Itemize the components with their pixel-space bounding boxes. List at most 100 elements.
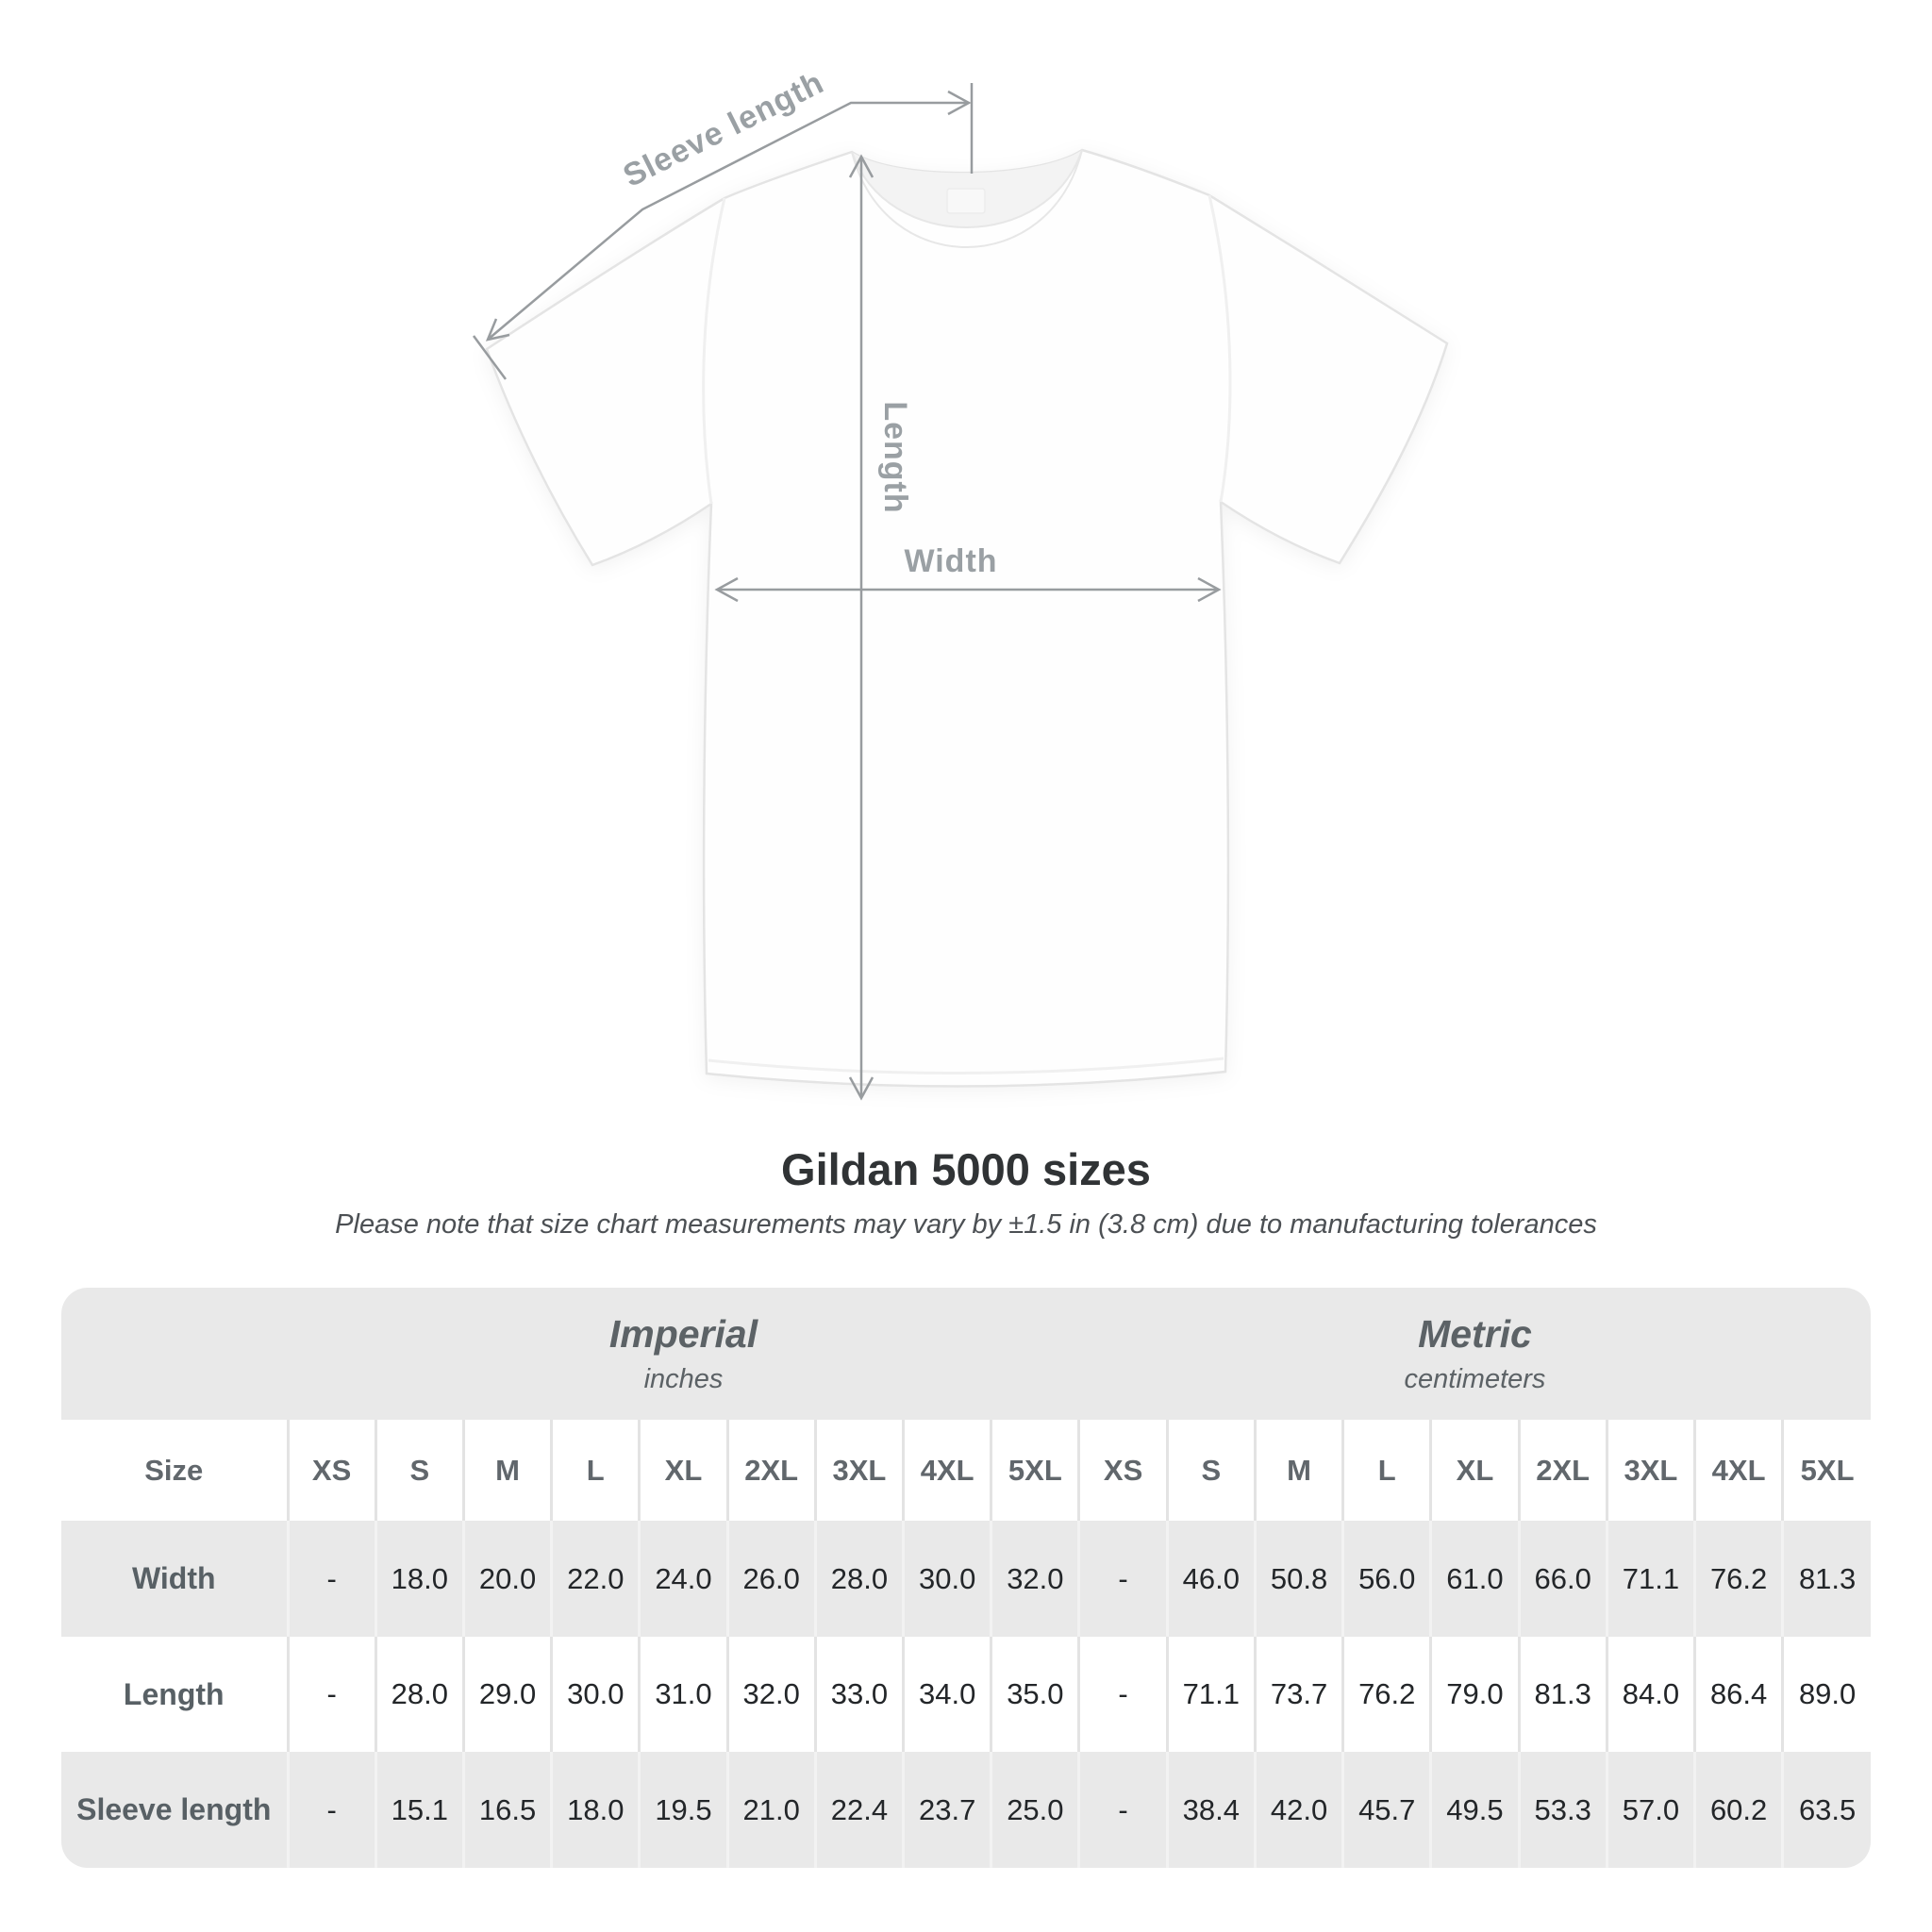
left-armhole-seam bbox=[702, 197, 726, 505]
unit-header-row: Imperial inches Metric centimeters bbox=[61, 1288, 1871, 1420]
table-cell: - bbox=[1077, 1752, 1168, 1868]
col-header-imperial-m: M bbox=[461, 1420, 552, 1521]
table-cell: 34.0 bbox=[902, 1637, 991, 1752]
imperial-label: Imperial bbox=[608, 1312, 758, 1356]
table-cell: 81.3 bbox=[1781, 1521, 1871, 1637]
table-cell: 29.0 bbox=[461, 1637, 552, 1752]
col-header-metric-3xl: 3XL bbox=[1605, 1420, 1695, 1521]
table-cell: 30.0 bbox=[550, 1637, 640, 1752]
size-column-header: Size bbox=[144, 1453, 204, 1487]
table-cell: 56.0 bbox=[1341, 1521, 1431, 1637]
sleeve-length-row: Sleeve length - 15.1 16.5 18.0 19.5 21.0… bbox=[61, 1752, 1871, 1868]
table-cell: 19.5 bbox=[638, 1752, 728, 1868]
table-cell: 50.8 bbox=[1253, 1521, 1343, 1637]
table-cell: 42.0 bbox=[1253, 1752, 1343, 1868]
table-cell: 66.0 bbox=[1517, 1521, 1607, 1637]
col-header-metric-m: M bbox=[1253, 1420, 1343, 1521]
col-header-metric-l: L bbox=[1341, 1420, 1431, 1521]
table-cell: 57.0 bbox=[1605, 1752, 1695, 1868]
table-cell: 28.0 bbox=[813, 1521, 904, 1637]
table-cell: 71.1 bbox=[1165, 1637, 1256, 1752]
table-cell: 22.0 bbox=[550, 1521, 640, 1637]
table-cell: 35.0 bbox=[990, 1637, 1079, 1752]
table-cell: 20.0 bbox=[461, 1521, 552, 1637]
table-cell: 76.2 bbox=[1692, 1521, 1783, 1637]
tshirt-graphic bbox=[485, 148, 1449, 1088]
table-cell: 73.7 bbox=[1253, 1637, 1343, 1752]
tshirt-measurement-diagram: Sleeve length Length Width bbox=[472, 64, 1449, 1101]
table-cell: 16.5 bbox=[461, 1752, 552, 1868]
table-cell: 25.0 bbox=[990, 1752, 1079, 1868]
table-cell: 32.0 bbox=[725, 1637, 816, 1752]
tolerance-note: Please note that size chart measurements… bbox=[335, 1209, 1597, 1240]
length-annotation: Length bbox=[848, 154, 913, 1101]
table-cell: - bbox=[1077, 1637, 1168, 1752]
size-table: Imperial inches Metric centimeters Size … bbox=[61, 1288, 1871, 1868]
table-cell: 71.1 bbox=[1605, 1521, 1695, 1637]
col-header-imperial-5xl: 5XL bbox=[990, 1420, 1079, 1521]
table-cell: 31.0 bbox=[638, 1637, 728, 1752]
col-header-metric-4xl: 4XL bbox=[1692, 1420, 1783, 1521]
col-header-metric-s: S bbox=[1165, 1420, 1256, 1521]
col-header-metric-2xl: 2XL bbox=[1517, 1420, 1607, 1521]
table-cell: 79.0 bbox=[1429, 1637, 1520, 1752]
col-header-metric-5xl: 5XL bbox=[1781, 1420, 1871, 1521]
table-row-label: Length bbox=[123, 1676, 225, 1711]
table-cell: 23.7 bbox=[902, 1752, 991, 1868]
table-cell: 60.2 bbox=[1692, 1752, 1783, 1868]
table-cell: - bbox=[286, 1521, 376, 1637]
table-cell: 76.2 bbox=[1341, 1637, 1431, 1752]
length-label: Length bbox=[877, 401, 913, 513]
imperial-unit: inches bbox=[643, 1364, 724, 1394]
size-header-row: Size XS S M L XL 2XL 3XL 4XL 5XL XS S M … bbox=[61, 1420, 1871, 1521]
metric-group-header: Metric centimeters bbox=[1079, 1288, 1871, 1420]
hem-seam bbox=[708, 1057, 1224, 1074]
neck-label bbox=[946, 188, 986, 214]
col-header-metric-xl: XL bbox=[1429, 1420, 1520, 1521]
col-header-imperial-2xl: 2XL bbox=[725, 1420, 816, 1521]
table-cell: - bbox=[286, 1752, 376, 1868]
width-label: Width bbox=[904, 543, 997, 579]
table-cell: 28.0 bbox=[374, 1637, 464, 1752]
collar-inner-seam bbox=[851, 149, 1083, 228]
table-cell: 15.1 bbox=[374, 1752, 464, 1868]
table-cell: 45.7 bbox=[1341, 1752, 1431, 1868]
table-cell: 38.4 bbox=[1165, 1752, 1256, 1868]
table-cell: 46.0 bbox=[1165, 1521, 1256, 1637]
width-annotation: Width bbox=[714, 543, 1222, 603]
table-cell: 32.0 bbox=[990, 1521, 1079, 1637]
size-table-container: Imperial inches Metric centimeters Size … bbox=[61, 1288, 1871, 1868]
table-cell: 84.0 bbox=[1605, 1637, 1695, 1752]
table-cell: 86.4 bbox=[1692, 1637, 1783, 1752]
table-cell: 63.5 bbox=[1781, 1752, 1871, 1868]
col-header-imperial-xl: XL bbox=[638, 1420, 728, 1521]
table-cell: 53.3 bbox=[1517, 1752, 1607, 1868]
table-cell: 26.0 bbox=[725, 1521, 816, 1637]
table-cell: 33.0 bbox=[813, 1637, 904, 1752]
length-row: Length - 28.0 29.0 30.0 31.0 32.0 33.0 3… bbox=[61, 1637, 1871, 1752]
col-header-imperial-l: L bbox=[550, 1420, 640, 1521]
table-cell: 61.0 bbox=[1429, 1521, 1520, 1637]
col-header-imperial-4xl: 4XL bbox=[902, 1420, 991, 1521]
chart-header: Gildan 5000 sizes Please note that size … bbox=[0, 1144, 1932, 1241]
unit-header-spacer bbox=[61, 1288, 288, 1420]
table-cell: 30.0 bbox=[902, 1521, 991, 1637]
metric-unit: centimeters bbox=[1404, 1364, 1546, 1394]
table-cell: 89.0 bbox=[1781, 1637, 1871, 1752]
width-row: Width - 18.0 20.0 22.0 24.0 26.0 28.0 30… bbox=[61, 1521, 1871, 1637]
table-cell: - bbox=[286, 1637, 376, 1752]
table-row-label: Sleeve length bbox=[76, 1792, 272, 1826]
table-cell: 24.0 bbox=[638, 1521, 728, 1637]
table-cell: 49.5 bbox=[1429, 1752, 1520, 1868]
imperial-group-header: Imperial inches bbox=[288, 1288, 1079, 1420]
metric-label: Metric bbox=[1418, 1312, 1532, 1356]
table-cell: 18.0 bbox=[374, 1521, 464, 1637]
table-row-label: Width bbox=[131, 1561, 216, 1595]
right-armhole-seam bbox=[1208, 194, 1232, 503]
col-header-metric-xs: XS bbox=[1077, 1420, 1168, 1521]
col-header-imperial-3xl: 3XL bbox=[813, 1420, 904, 1521]
table-cell: - bbox=[1077, 1521, 1168, 1637]
col-header-imperial-xs: XS bbox=[286, 1420, 376, 1521]
table-cell: 22.4 bbox=[813, 1752, 904, 1868]
